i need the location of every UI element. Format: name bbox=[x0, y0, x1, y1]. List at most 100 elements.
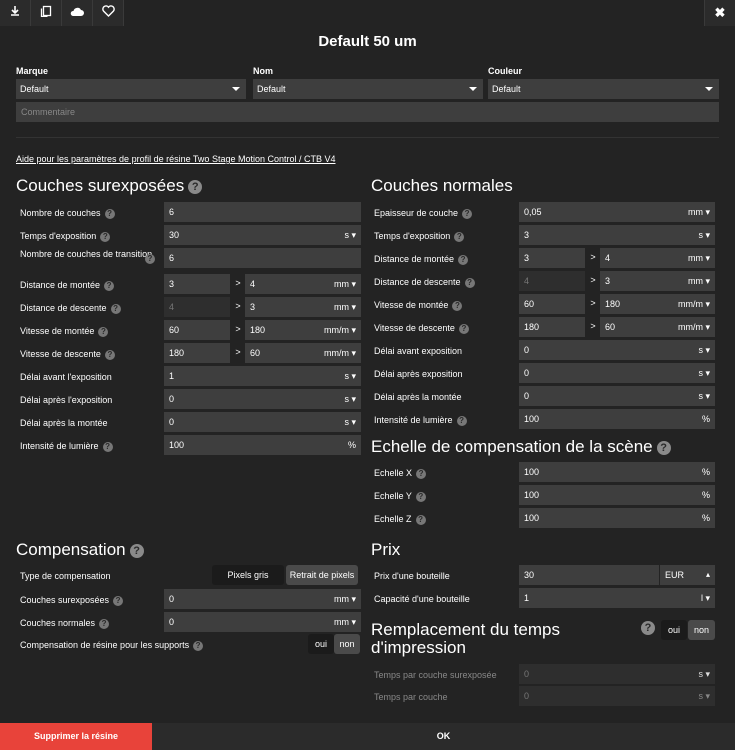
help-icon[interactable]: ? bbox=[104, 349, 115, 360]
help-icon[interactable]: ? bbox=[129, 543, 144, 558]
compensation-pixel-removal-option[interactable]: Retrait de pixels bbox=[286, 565, 358, 585]
over-exposure-unit-select[interactable]: s ▾ bbox=[338, 225, 361, 245]
help-link[interactable]: Aide pour les paramètres de profil de ré… bbox=[16, 154, 336, 164]
scale-z-input[interactable]: 100 bbox=[519, 508, 697, 528]
ok-button[interactable]: OK bbox=[152, 723, 735, 750]
color-select[interactable]: Default bbox=[488, 79, 719, 99]
over-wait-lift-unit-select[interactable]: s ▾ bbox=[338, 412, 361, 432]
compensation-gray-pixels-option[interactable]: Pixels gris bbox=[212, 565, 284, 585]
help-icon[interactable]: ? bbox=[104, 208, 115, 219]
help-icon[interactable]: ? bbox=[110, 303, 121, 314]
over-retract-dist-input-1[interactable]: 4 bbox=[164, 297, 230, 317]
over-wait-lift-input[interactable]: 0 bbox=[164, 412, 338, 432]
favorite-button[interactable] bbox=[93, 0, 124, 26]
time-over-input[interactable]: 0 bbox=[519, 664, 693, 684]
over-wait-after-input[interactable]: 0 bbox=[164, 389, 338, 409]
help-icon[interactable]: ? bbox=[99, 618, 110, 629]
bottle-capacity-input[interactable]: 1 bbox=[519, 588, 697, 608]
over-retract-speed-input-1[interactable]: 180 bbox=[164, 343, 230, 363]
help-icon[interactable]: ? bbox=[193, 640, 204, 651]
time-override-yes[interactable]: oui bbox=[661, 620, 687, 640]
help-icon[interactable]: ? bbox=[656, 440, 671, 455]
over-lift-dist-input-2[interactable]: 4 bbox=[245, 274, 325, 294]
help-icon[interactable]: ? bbox=[454, 231, 465, 242]
over-count-input[interactable]: 6 bbox=[164, 202, 361, 222]
normal-retract-speed-unit-select[interactable]: mm/m ▾ bbox=[667, 317, 715, 337]
name-select[interactable]: Default bbox=[253, 79, 483, 99]
normal-lift-dist-input-2[interactable]: 4 bbox=[600, 248, 680, 268]
normal-retract-speed-input-2[interactable]: 60 bbox=[600, 317, 667, 337]
over-retract-speed-unit-select[interactable]: mm/m ▾ bbox=[313, 343, 361, 363]
normal-lift-speed-unit-select[interactable]: mm/m ▾ bbox=[667, 294, 715, 314]
comp-supports-no[interactable]: non bbox=[334, 634, 360, 654]
help-icon[interactable]: ? bbox=[113, 595, 124, 606]
over-retract-dist-input-2[interactable]: 3 bbox=[245, 297, 325, 317]
normal-thickness-unit-select[interactable]: mm ▾ bbox=[681, 202, 715, 222]
help-icon[interactable]: ? bbox=[462, 208, 473, 219]
cloud-button[interactable] bbox=[62, 0, 93, 26]
over-exposure-input[interactable]: 30 bbox=[164, 225, 338, 245]
over-intensity-input[interactable]: 100 bbox=[164, 435, 342, 455]
over-lift-dist-input-1[interactable]: 3 bbox=[164, 274, 230, 294]
help-icon[interactable]: ? bbox=[458, 254, 469, 265]
over-lift-dist-unit-select[interactable]: mm ▾ bbox=[325, 274, 361, 294]
help-icon[interactable]: ? bbox=[456, 415, 467, 426]
over-lift-speed-input-2[interactable]: 180 bbox=[245, 320, 313, 340]
normal-wait-after-unit-select[interactable]: s ▾ bbox=[693, 363, 715, 383]
help-icon[interactable]: ? bbox=[452, 300, 463, 311]
over-lift-speed-input-1[interactable]: 60 bbox=[164, 320, 230, 340]
normal-wait-after-input[interactable]: 0 bbox=[519, 363, 693, 383]
comp-over-input[interactable]: 0 bbox=[164, 589, 327, 609]
brand-select[interactable]: Default bbox=[16, 79, 246, 99]
help-icon[interactable]: ? bbox=[415, 514, 426, 525]
normal-retract-dist-input-1[interactable]: 4 bbox=[519, 271, 585, 291]
normal-lift-speed-input-1[interactable]: 60 bbox=[519, 294, 585, 314]
comp-over-unit-select[interactable]: mm ▾ bbox=[327, 589, 361, 609]
scale-x-input[interactable]: 100 bbox=[519, 462, 697, 482]
over-wait-before-input[interactable]: 1 bbox=[164, 366, 338, 386]
delete-resin-button[interactable]: Supprimer la résine bbox=[0, 723, 152, 750]
help-icon[interactable]: ? bbox=[145, 254, 155, 264]
over-lift-speed-unit-select[interactable]: mm/m ▾ bbox=[313, 320, 361, 340]
help-icon[interactable]: ? bbox=[464, 277, 475, 288]
help-icon[interactable]: ? bbox=[100, 231, 111, 242]
normal-wait-before-input[interactable]: 0 bbox=[519, 340, 693, 360]
over-wait-before-unit-select[interactable]: s ▾ bbox=[338, 366, 361, 386]
bottle-capacity-unit-select[interactable]: l ▾ bbox=[697, 588, 715, 608]
help-icon[interactable]: ? bbox=[415, 491, 426, 502]
help-icon[interactable]: ? bbox=[641, 621, 655, 635]
normal-retract-speed-input-1[interactable]: 180 bbox=[519, 317, 585, 337]
download-button[interactable] bbox=[0, 0, 31, 26]
normal-wait-lift-input[interactable]: 0 bbox=[519, 386, 693, 406]
help-icon[interactable]: ? bbox=[98, 326, 109, 337]
currency-select[interactable]: EUR bbox=[660, 565, 698, 585]
normal-lift-dist-unit-select[interactable]: mm ▾ bbox=[680, 248, 715, 268]
help-icon[interactable]: ? bbox=[458, 323, 469, 334]
over-wait-after-unit-select[interactable]: s ▾ bbox=[338, 389, 361, 409]
copy-button[interactable] bbox=[31, 0, 62, 26]
help-icon[interactable]: ? bbox=[102, 441, 113, 452]
scale-y-input[interactable]: 100 bbox=[519, 485, 697, 505]
comp-supports-yes[interactable]: oui bbox=[308, 634, 334, 654]
close-button[interactable]: ✖ bbox=[704, 0, 735, 26]
time-over-unit-select[interactable]: s ▾ bbox=[693, 664, 715, 684]
over-transition-input[interactable]: 6 bbox=[164, 248, 361, 268]
normal-retract-dist-unit-select[interactable]: mm ▾ bbox=[680, 271, 715, 291]
normal-lift-speed-input-2[interactable]: 180 bbox=[600, 294, 667, 314]
normal-intensity-input[interactable]: 100 bbox=[519, 409, 697, 429]
over-retract-speed-input-2[interactable]: 60 bbox=[245, 343, 313, 363]
normal-exposure-unit-select[interactable]: s ▾ bbox=[693, 225, 715, 245]
comp-normal-input[interactable]: 0 bbox=[164, 612, 327, 632]
comp-normal-unit-select[interactable]: mm ▾ bbox=[327, 612, 361, 632]
time-normal-unit-select[interactable]: s ▾ bbox=[693, 686, 715, 706]
comment-input[interactable]: Commentaire bbox=[16, 102, 719, 122]
time-override-no[interactable]: non bbox=[688, 620, 715, 640]
chevron-up-icon[interactable]: ▴ bbox=[698, 565, 715, 585]
normal-retract-dist-input-2[interactable]: 3 bbox=[600, 271, 680, 291]
normal-wait-before-unit-select[interactable]: s ▾ bbox=[693, 340, 715, 360]
help-icon[interactable]: ? bbox=[104, 280, 115, 291]
help-icon[interactable]: ? bbox=[188, 179, 203, 194]
normal-thickness-input[interactable]: 0,05 bbox=[519, 202, 681, 222]
normal-wait-lift-unit-select[interactable]: s ▾ bbox=[693, 386, 715, 406]
normal-exposure-input[interactable]: 3 bbox=[519, 225, 693, 245]
